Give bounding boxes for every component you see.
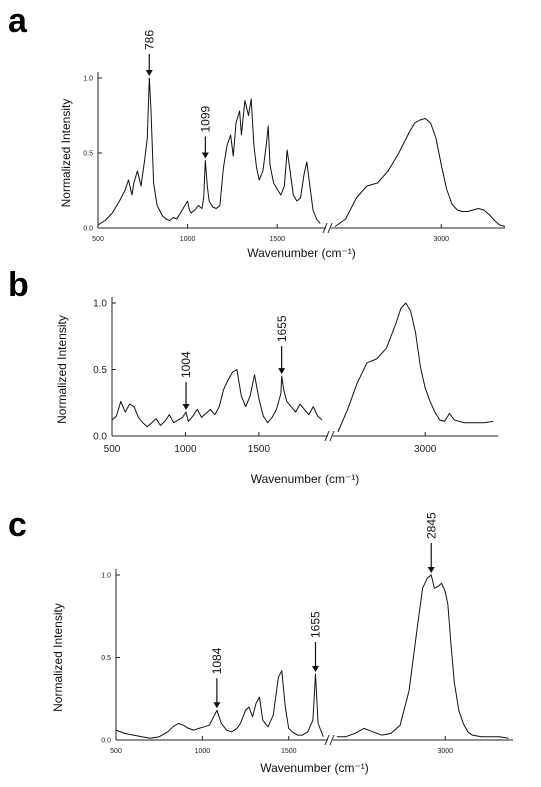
peak-label: 2845 bbox=[424, 512, 438, 539]
x-tick-label: 500 bbox=[92, 236, 104, 243]
x-axis-label: Wavenumber (cm⁻¹) bbox=[260, 761, 369, 775]
axis-break-mark bbox=[324, 734, 335, 746]
peak-arrowhead bbox=[145, 70, 153, 76]
peak-label: 1655 bbox=[309, 611, 323, 638]
peak-label: 786 bbox=[142, 30, 156, 50]
spectrum-trace-segment bbox=[336, 574, 509, 739]
peak-label: 1655 bbox=[275, 315, 289, 342]
spectrum-trace-segment bbox=[337, 302, 494, 433]
peak-arrowhead bbox=[213, 702, 221, 709]
x-tick-label: 3000 bbox=[437, 748, 453, 755]
spectrum-chart-b: 0.0 0.5 1.0 500 1000 1500 3000 Normalized Inten… bbox=[55, 297, 498, 486]
y-axis-label: Normalized Intensity bbox=[59, 99, 73, 208]
x-tick-label: 1500 bbox=[281, 748, 297, 755]
y-tick-label: 0.0 bbox=[101, 737, 111, 744]
x-axis-label: Wavenumber (cm⁻¹) bbox=[251, 472, 360, 486]
y-tick-label: 1.0 bbox=[93, 299, 107, 310]
spectrum-trace-segment bbox=[115, 670, 324, 739]
spectrum-chart-c: 0.0 0.5 1.0 500 1000 1500 3000 Normalized Inten… bbox=[51, 512, 513, 775]
panel-c: c 0.0 0.5 1.0 500 1000 1500 3000 Normalized Int… bbox=[0, 502, 541, 787]
panel-letter-a: a bbox=[8, 2, 27, 40]
panel-letter-c: c bbox=[8, 506, 27, 544]
x-tick-label: 500 bbox=[110, 748, 122, 755]
axis-break-mark bbox=[322, 222, 333, 234]
y-tick-label: 0.0 bbox=[93, 432, 107, 443]
spectrum-trace-segment bbox=[97, 77, 321, 226]
panel-b: b 0.0 0.5 1.0 500 1000 1500 3000 Normalized Int… bbox=[0, 262, 541, 502]
x-tick-label: 3000 bbox=[414, 444, 437, 455]
peak-arrowhead bbox=[182, 404, 190, 411]
peak-arrowhead bbox=[312, 666, 319, 672]
x-axis-label: Wavenumber (cm⁻¹) bbox=[247, 246, 356, 260]
x-tick-label: 1500 bbox=[248, 444, 271, 455]
y-tick-label: 0.5 bbox=[83, 150, 93, 157]
x-tick-label: 3000 bbox=[433, 236, 449, 243]
x-tick-label: 1000 bbox=[195, 748, 211, 755]
y-tick-label: 0.0 bbox=[83, 225, 93, 232]
y-tick-label: 1.0 bbox=[83, 75, 93, 82]
spectrum-trace-segment bbox=[334, 118, 506, 227]
y-axis-label: Normalized Intensity bbox=[51, 603, 65, 712]
peak-arrowhead bbox=[278, 368, 286, 375]
spectrum-chart-a: 0.0 0.5 1.0 500 1000 1500 3000 Normalized Inten… bbox=[59, 30, 506, 260]
panel-letter-b: b bbox=[8, 266, 29, 304]
peak-arrowhead bbox=[427, 567, 435, 573]
peak-arrowhead bbox=[201, 152, 209, 159]
x-tick-label: 500 bbox=[104, 444, 121, 455]
x-tick-label: 1500 bbox=[269, 236, 285, 243]
panel-a: a 0.0 0.5 1.0 500 1000 1500 3000 Normalized Int… bbox=[0, 0, 541, 262]
y-tick-label: 0.5 bbox=[93, 365, 107, 376]
y-tick-label: 0.5 bbox=[101, 655, 111, 662]
x-tick-label: 1000 bbox=[180, 236, 196, 243]
peak-label: 1099 bbox=[199, 105, 213, 132]
axis-break-mark bbox=[324, 430, 335, 442]
peak-label: 1084 bbox=[210, 647, 224, 674]
peak-label: 1004 bbox=[179, 351, 193, 378]
spectrum-trace-segment bbox=[111, 369, 323, 428]
x-tick-label: 1000 bbox=[174, 444, 197, 455]
y-axis-label: Normalized Intensity bbox=[55, 315, 69, 424]
y-tick-label: 1.0 bbox=[101, 572, 111, 579]
